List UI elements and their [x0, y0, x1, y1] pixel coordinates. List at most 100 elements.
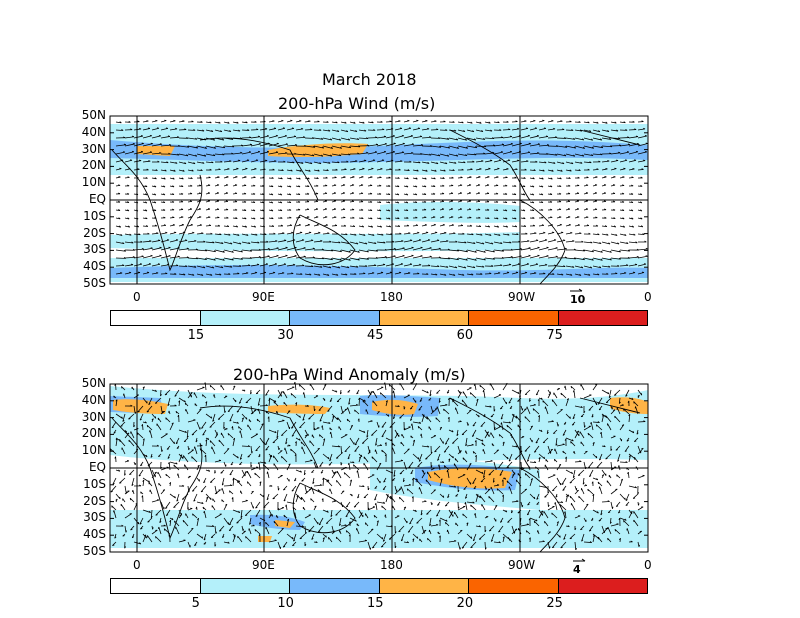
wind-vector-arrow — [294, 477, 297, 482]
wind-vector-arrow — [328, 461, 333, 466]
wind-vector-arrow — [511, 248, 522, 251]
wind-vector-arrow — [374, 485, 378, 489]
wind-vector-arrow — [628, 429, 635, 434]
wind-vector-arrow — [133, 263, 143, 267]
wind-vector-arrow — [272, 493, 279, 500]
wind-vector-arrow — [559, 504, 567, 511]
wind-vector-arrow — [618, 465, 621, 471]
wind-vector-arrow — [255, 509, 261, 517]
wind-vector-arrow — [524, 416, 531, 423]
wind-vector-arrow — [223, 541, 230, 544]
wind-vector-arrow — [142, 438, 145, 447]
colorbar-tick-label: 20 — [456, 596, 474, 611]
wind-vector-arrow — [178, 185, 184, 187]
wind-vector-arrow — [392, 477, 396, 481]
wind-vector-arrow — [174, 389, 180, 397]
wind-vector-arrow — [340, 184, 346, 187]
wind-vector-arrow — [563, 421, 567, 425]
wind-vector-arrow — [317, 489, 324, 495]
wind-vector-arrow — [129, 469, 135, 475]
wind-vector-arrow — [520, 185, 526, 188]
wind-vector-arrow — [131, 533, 135, 538]
wind-vector-arrow — [610, 160, 619, 163]
wind-vector-arrow — [160, 264, 170, 267]
colorbar-tick-label: 5 — [191, 596, 200, 611]
wind-vector-arrow — [430, 489, 436, 495]
wind-vector-arrow — [133, 255, 144, 259]
wind-vector-arrow — [367, 420, 373, 423]
wind-vector-arrow — [430, 216, 436, 219]
wind-vector-arrow — [304, 488, 312, 495]
wind-vector-arrow — [167, 453, 171, 459]
wind-vector-arrow — [259, 201, 264, 204]
wind-vector-arrow — [529, 517, 538, 522]
wind-vector-arrow — [480, 421, 486, 427]
wind-vector-arrow — [223, 160, 232, 163]
coastline — [199, 137, 319, 201]
wind-vector-arrow — [322, 533, 327, 538]
wind-vector-arrow — [457, 200, 462, 203]
wind-vector-arrow — [580, 441, 585, 447]
wind-vector-arrow — [259, 461, 267, 464]
wind-vector-arrow — [229, 413, 234, 422]
wind-vector-arrow — [556, 533, 561, 538]
wind-vector-arrow — [565, 257, 576, 260]
wind-vector-arrow — [502, 453, 509, 460]
wind-vector-arrow — [268, 397, 277, 403]
wind-vector-arrow — [265, 389, 270, 396]
wind-vector-arrow — [196, 477, 200, 482]
wind-vector-arrow — [511, 217, 517, 220]
wind-vector-arrow — [556, 521, 559, 527]
wind-vector-arrow — [466, 241, 476, 244]
wind-vector-arrow — [570, 441, 576, 447]
wind-vector-arrow — [232, 477, 240, 483]
wind-vector-arrow — [259, 160, 268, 163]
wind-vector-arrow — [277, 232, 285, 235]
wind-vector-arrow — [520, 209, 526, 212]
wind-vector-arrow — [304, 177, 310, 180]
wind-vector-arrow — [407, 525, 414, 533]
wind-vector-arrow — [113, 395, 117, 399]
wind-vector-arrow — [421, 500, 427, 503]
wind-vector-arrow — [484, 429, 490, 437]
wind-vector-arrow — [178, 539, 186, 543]
wind-vector-arrow — [610, 225, 616, 228]
wind-vector-arrow — [547, 445, 551, 454]
wind-vector-arrow — [187, 389, 192, 398]
wind-vector-arrow — [403, 506, 407, 511]
wind-vector-arrow — [232, 225, 238, 228]
wind-vector-arrow — [493, 151, 504, 155]
wind-vector-arrow — [538, 510, 544, 519]
wind-vector-arrow — [277, 209, 283, 212]
wind-vector-arrow — [283, 391, 288, 399]
wind-speed-shading — [275, 520, 295, 528]
wind-vector-arrow — [115, 217, 121, 220]
wind-vector-arrow — [196, 249, 207, 252]
wind-vector-arrow — [511, 128, 520, 131]
wind-vector-arrow — [482, 449, 486, 455]
wind-vector-arrow — [403, 426, 411, 431]
wind-vector-arrow — [520, 263, 529, 267]
colorbar-tick-label: 45 — [367, 328, 384, 343]
wind-vector-arrow — [286, 410, 291, 415]
wind-vector-arrow — [250, 217, 256, 220]
wind-vector-arrow — [502, 441, 505, 447]
wind-vector-arrow — [131, 477, 135, 486]
wind-vector-arrow — [115, 249, 126, 252]
wind-vector-arrow — [151, 272, 159, 275]
wind-vector-arrow — [229, 490, 234, 495]
wind-vector-arrow — [430, 177, 436, 180]
wind-vector-arrow — [178, 161, 187, 165]
wind-vector-arrow — [354, 409, 360, 415]
wind-vector-arrow — [295, 495, 299, 503]
wind-vector-arrow — [439, 208, 445, 211]
wind-vector-arrow — [502, 151, 512, 155]
wind-vector-arrow — [394, 201, 399, 204]
wind-vector-arrow — [340, 501, 343, 507]
wind-vector-arrow — [313, 257, 324, 260]
wind-vector-arrow — [214, 273, 222, 276]
wind-vector-arrow — [510, 434, 513, 439]
wind-vector-arrow — [367, 451, 371, 455]
wind-vector-arrow — [601, 184, 607, 187]
wind-vector-arrow — [349, 493, 353, 497]
